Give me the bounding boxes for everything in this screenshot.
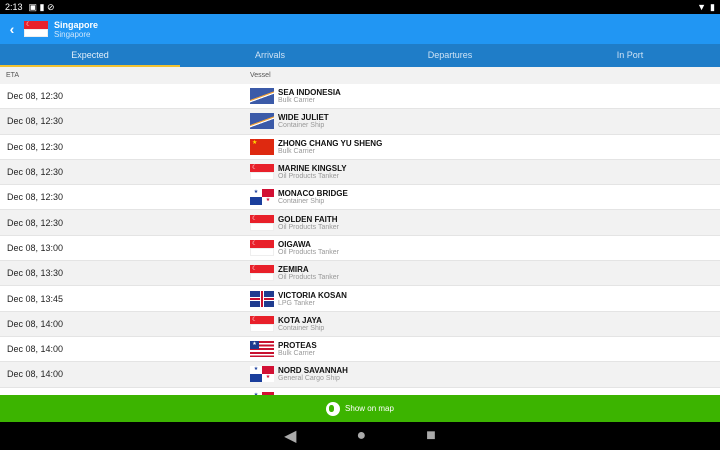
tab-expected[interactable]: Expected bbox=[0, 44, 180, 67]
vessel-name: WIDE JULIET bbox=[278, 113, 329, 123]
eta: Dec 08, 13:45 bbox=[7, 293, 64, 304]
show-on-map-label: Show on map bbox=[345, 404, 394, 413]
clock: 2:13 bbox=[5, 2, 23, 12]
table-row[interactable]: Dec 08, 14:00 ★ ★ NORD SAVANNAH General C… bbox=[0, 362, 720, 388]
tab-departures[interactable]: Departures bbox=[427, 50, 473, 60]
tab-arrivals[interactable]: Arrivals bbox=[254, 50, 285, 60]
table-row[interactable]: Dec 08, 14:00 ☾ KOTA JAYA Container Ship bbox=[0, 311, 720, 337]
table-row[interactable]: ★★ EASTERN NEPTUNE bbox=[0, 388, 720, 395]
vessel-name: GOLDEN FAITH bbox=[278, 214, 338, 224]
vessel-name: NORD SAVANNAH bbox=[278, 366, 348, 376]
vessel-name: ZEMIRA bbox=[278, 265, 309, 275]
wifi-icon: ▼ bbox=[697, 1, 707, 12]
tab-in-port[interactable]: In Port bbox=[616, 50, 644, 60]
table-row[interactable]: Dec 08, 12:30 ★ ZHONG CHANG YU SHENG Bul… bbox=[0, 135, 720, 160]
eta: Dec 08, 12:30 bbox=[7, 192, 64, 203]
flag-sg-icon: ☾ bbox=[250, 239, 274, 256]
table-row[interactable]: Dec 08, 13:45 VICTORIA KOSAN LPG Tanker bbox=[0, 286, 720, 312]
flag-mh-icon bbox=[250, 113, 274, 130]
app-bar: ‹ ☾ Singapore Singapore bbox=[0, 14, 720, 44]
eta: Dec 08, 14:00 bbox=[7, 344, 64, 355]
table-row[interactable]: Dec 08, 13:00 ☾ OIGAWA Oil Products Tank… bbox=[0, 236, 720, 262]
show-on-map-button[interactable]: Show on map bbox=[0, 395, 720, 422]
globe-icon bbox=[326, 401, 341, 416]
vessel-type: Oil Products Tanker bbox=[278, 248, 339, 256]
eta: Dec 08, 12:30 bbox=[7, 91, 64, 102]
recents-nav-icon[interactable]: ■ bbox=[426, 427, 436, 444]
eta: Dec 08, 12:30 bbox=[7, 217, 64, 228]
flag-lr-icon: ★ bbox=[250, 341, 274, 358]
column-eta: ETA bbox=[6, 72, 20, 79]
vessel-name: SEA INDONESIA bbox=[278, 88, 341, 98]
column-header: ETA Vessel bbox=[0, 67, 720, 84]
back-button[interactable]: ‹ bbox=[9, 21, 15, 37]
flag-sg-icon: ☾ bbox=[250, 265, 274, 282]
column-vessel: Vessel bbox=[250, 72, 271, 79]
vessel-name: MONACO BRIDGE bbox=[278, 189, 348, 199]
vessel-type: Oil Products Tanker bbox=[278, 223, 339, 231]
flag-mh-icon bbox=[250, 88, 274, 105]
flag-sg-icon: ☾ bbox=[250, 315, 274, 332]
vessel-name: VICTORIA KOSAN bbox=[278, 290, 347, 300]
vessel-name: ZHONG CHANG YU SHENG bbox=[278, 138, 383, 148]
eta: Dec 08, 12:30 bbox=[7, 141, 64, 152]
flag-cn-icon: ★ bbox=[250, 138, 274, 155]
vessel-type: Container Ship bbox=[278, 122, 325, 130]
vessel-list[interactable]: Dec 08, 12:30 SEA INDONESIA Bulk Carrier… bbox=[0, 84, 720, 395]
eta: Dec 08, 14:00 bbox=[7, 369, 64, 380]
eta: Dec 08, 12:30 bbox=[7, 167, 64, 178]
page-subtitle: Singapore bbox=[54, 29, 91, 39]
table-row[interactable]: Dec 08, 12:30 WIDE JULIET Container Ship bbox=[0, 109, 720, 135]
vessel-type: LPG Tanker bbox=[278, 299, 315, 307]
notification-icon: ▣ ▮ ⊘ bbox=[28, 1, 55, 12]
table-row[interactable]: Dec 08, 12:30 SEA INDONESIA Bulk Carrier bbox=[0, 84, 720, 110]
vessel-type: General Cargo Ship bbox=[278, 375, 340, 383]
vessel-name: MARINE KINGSLY bbox=[278, 164, 347, 174]
flag-pa-icon: ★★ bbox=[250, 366, 274, 383]
navigation-bar: ◀ ● ■ bbox=[0, 422, 720, 450]
vessel-name: KOTA JAYA bbox=[278, 315, 322, 325]
flag-sg-icon: ☾ bbox=[250, 214, 274, 231]
eta: Dec 08, 13:00 bbox=[7, 242, 64, 253]
vessel-type: Container Ship bbox=[278, 324, 325, 332]
flag-sg-icon: ☾ bbox=[24, 21, 48, 37]
table-row[interactable]: Dec 08, 13:30 ☾ ZEMIRA Oil Products Tank… bbox=[0, 261, 720, 287]
page-title: Singapore bbox=[54, 19, 99, 30]
vessel-type: Bulk Carrier bbox=[278, 147, 315, 155]
vessel-type: Container Ship bbox=[278, 198, 325, 206]
home-nav-icon[interactable]: ● bbox=[356, 427, 367, 444]
status-bar: 2:13 ▣ ▮ ⊘ ▼ ▮ bbox=[0, 0, 720, 14]
vessel-name: PROTEAS bbox=[278, 341, 317, 351]
vessel-name: OIGAWA bbox=[278, 239, 311, 249]
eta: Dec 08, 14:00 bbox=[7, 318, 64, 329]
vessel-type: Oil Products Tanker bbox=[278, 274, 339, 282]
table-row[interactable]: Dec 08, 12:30 ☾ MARINE KINGSLY Oil Produ… bbox=[0, 159, 720, 186]
table-row[interactable]: Dec 08, 12:30 ☾ GOLDEN FAITH Oil Product… bbox=[0, 210, 720, 236]
tab-bar: Expected Arrivals Departures In Port bbox=[0, 44, 720, 67]
vessel-type: Bulk Carrier bbox=[278, 350, 315, 358]
vessel-type: Bulk Carrier bbox=[278, 97, 315, 105]
table-row[interactable]: Dec 08, 12:30 ★ ★ MONACO BRIDGE Container… bbox=[0, 185, 720, 211]
eta: Dec 08, 13:30 bbox=[7, 268, 64, 279]
eta: Dec 08, 12:30 bbox=[7, 116, 64, 127]
table-row[interactable]: Dec 08, 14:00 ★ PROTEAS Bulk Carrier bbox=[0, 337, 720, 363]
battery-icon: ▮ bbox=[710, 1, 715, 12]
flag-pa-icon: ★★ bbox=[250, 189, 274, 206]
back-nav-icon[interactable]: ◀ bbox=[284, 428, 297, 445]
flag-gb-icon bbox=[250, 290, 274, 307]
vessel-type: Oil Products Tanker bbox=[278, 173, 339, 181]
flag-sg-icon: ☾ bbox=[250, 164, 274, 181]
flag-pa-icon: ★★ bbox=[250, 391, 274, 395]
